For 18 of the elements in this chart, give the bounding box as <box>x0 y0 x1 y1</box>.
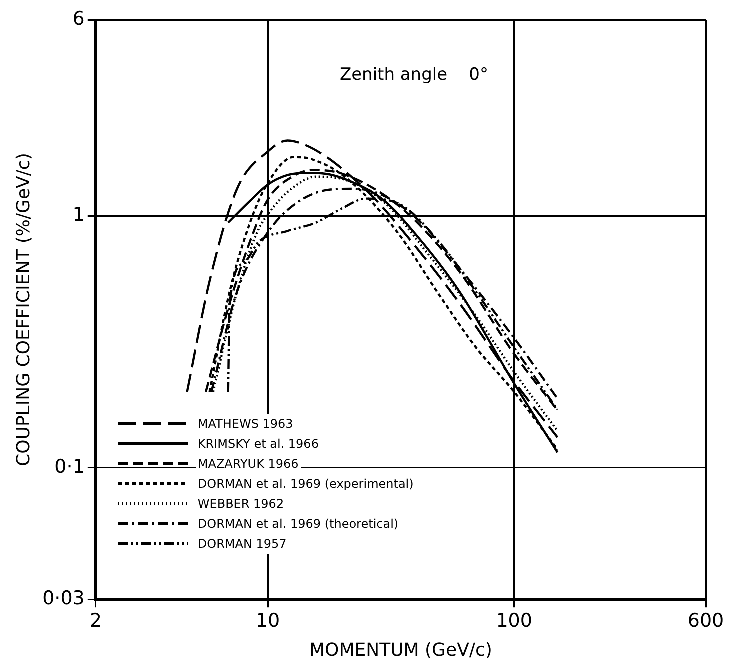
legend-label: DORMAN et al. 1969 (theoretical) <box>196 514 401 534</box>
y-tick-label: 1 <box>72 204 85 226</box>
legend-label: MAZARYUK 1966 <box>196 454 301 474</box>
legend-label: DORMAN 1957 <box>196 534 289 554</box>
y-tick-label: 0·1 <box>54 456 85 478</box>
x-tick-label: 600 <box>688 610 724 632</box>
legend-label: KRIMSKY et al. 1966 <box>196 434 321 454</box>
y-tick-label: 6 <box>72 8 85 30</box>
annotation: Zenith angle 0° <box>340 65 488 85</box>
x-tick-label: 100 <box>496 610 532 632</box>
y-tick-label: 0·03 <box>42 588 85 610</box>
y-axis-title: COUPLING COEFFICIENT (%/GeV/c) <box>13 153 34 466</box>
legend-label: MATHEWS 1963 <box>196 414 296 434</box>
legend-label: DORMAN et al. 1969 (experimental) <box>196 474 416 494</box>
x-tick-label: 10 <box>256 610 280 632</box>
legend-label: WEBBER 1962 <box>196 494 286 514</box>
x-axis-title: MOMENTUM (GeV/c) <box>310 640 492 661</box>
x-tick-label: 2 <box>90 610 102 632</box>
